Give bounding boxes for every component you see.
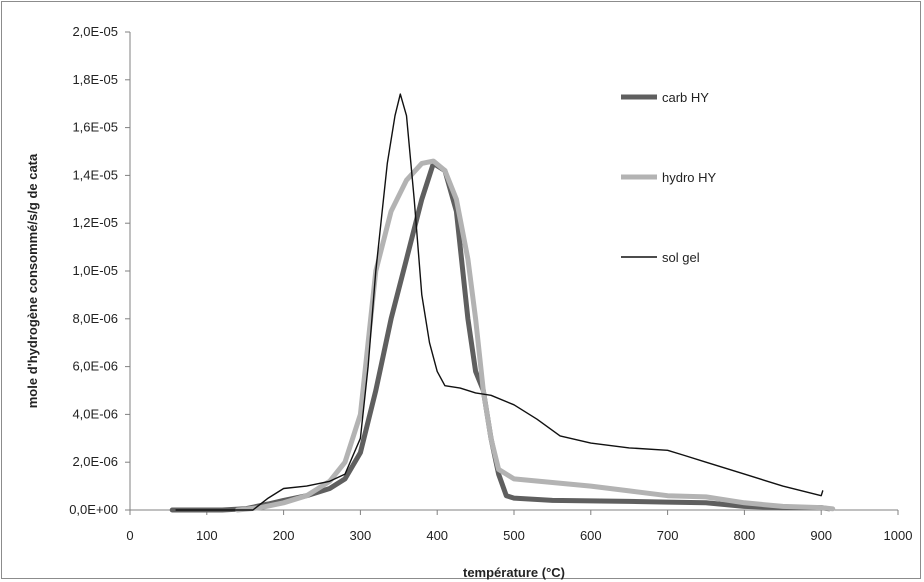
x-tick-label: 500 xyxy=(503,528,525,543)
x-tick-label: 200 xyxy=(273,528,295,543)
series-line-sol-gel xyxy=(175,93,824,511)
y-tick-label: 6,0E-06 xyxy=(72,359,118,374)
series-lines xyxy=(169,93,836,513)
legend: carb HY hydro HY sol gel xyxy=(621,90,717,265)
y-tick-label: 1,2E-05 xyxy=(72,215,118,230)
axes xyxy=(129,32,898,511)
y-axis-title: mole d'hydrogène consommé/s/g de cata xyxy=(25,153,40,408)
y-ticks: 0,0E+00 2,0E-06 4,0E-06 6,0E-06 8,0E-06 1,0E-… xyxy=(69,24,130,517)
x-axis-title: température (°C) xyxy=(463,565,565,580)
legend-label-carb-hy: carb HY xyxy=(662,90,709,105)
y-tick-label: 0,0E+00 xyxy=(69,502,118,517)
series-line-hydro-hy xyxy=(235,158,836,513)
legend-label-sol-gel: sol gel xyxy=(662,250,700,265)
x-tick-label: 600 xyxy=(580,528,602,543)
y-tick-label: 8,0E-06 xyxy=(72,311,118,326)
y-tick-label: 1,0E-05 xyxy=(72,263,118,278)
x-tick-label: 800 xyxy=(734,528,756,543)
legend-label-hydro-hy: hydro HY xyxy=(662,170,717,185)
x-tick-label: 400 xyxy=(426,528,448,543)
x-tick-label: 0 xyxy=(126,528,133,543)
y-tick-label: 2,0E-05 xyxy=(72,24,118,39)
y-tick-label: 1,8E-05 xyxy=(72,72,118,87)
y-tick-label: 1,4E-05 xyxy=(72,167,118,182)
x-ticks: 0 100 200 300 400 500 600 700 800 900 1000 xyxy=(126,510,912,543)
x-tick-label: 300 xyxy=(350,528,372,543)
x-tick-label: 700 xyxy=(657,528,679,543)
y-tick-label: 2,0E-06 xyxy=(72,454,118,469)
y-tick-label: 1,6E-05 xyxy=(72,120,118,135)
x-tick-label: 100 xyxy=(196,528,218,543)
x-tick-label: 1000 xyxy=(884,528,913,543)
x-tick-label: 900 xyxy=(810,528,832,543)
y-tick-label: 4,0E-06 xyxy=(72,406,118,421)
series-line-carb-hy xyxy=(169,160,832,513)
